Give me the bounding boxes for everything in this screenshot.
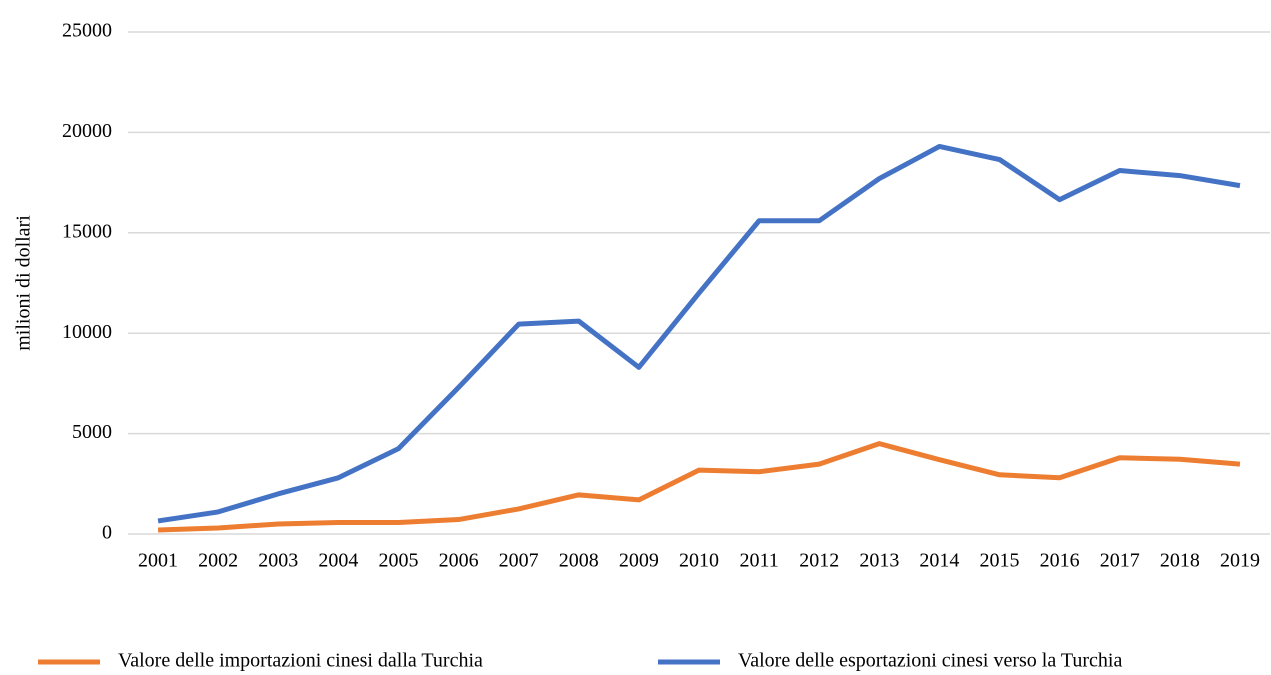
x-tick-label: 2018 xyxy=(1160,550,1200,572)
x-tick-label: 2006 xyxy=(439,550,479,572)
x-tick-label: 2013 xyxy=(859,550,899,572)
x-tick-label: 2003 xyxy=(258,550,298,572)
series-line xyxy=(157,143,1241,524)
x-tick-label: 2007 xyxy=(499,550,539,572)
legend-label: Valore delle esportazioni cinesi verso l… xyxy=(738,650,1122,672)
x-tick-label: 2014 xyxy=(919,550,959,572)
x-tick-label: 2008 xyxy=(559,550,599,572)
x-tick-label: 2002 xyxy=(198,550,238,572)
y-tick-label: 5000 xyxy=(72,421,112,443)
x-tick-label: 2010 xyxy=(679,550,719,572)
y-tick-label: 0 xyxy=(102,522,112,544)
x-tick-label: 2004 xyxy=(318,550,358,572)
y-tick-label: 15000 xyxy=(62,220,112,242)
x-tick-label: 2019 xyxy=(1220,550,1260,572)
x-tick-label: 2011 xyxy=(739,550,778,572)
y-axis-label: milioni di dollari xyxy=(13,215,35,351)
x-tick-label: 2005 xyxy=(378,550,418,572)
series-line xyxy=(157,441,1241,533)
x-tick-label: 2017 xyxy=(1100,550,1140,572)
y-tick-label: 20000 xyxy=(62,120,112,142)
x-tick-label: 2015 xyxy=(980,550,1020,572)
y-tick-label: 10000 xyxy=(62,321,112,343)
x-tick-label: 2009 xyxy=(619,550,659,572)
x-tick-label: 2001 xyxy=(138,550,178,572)
x-tick-label: 2016 xyxy=(1040,550,1080,572)
y-tick-label: 25000 xyxy=(62,20,112,42)
x-tick-label: 2012 xyxy=(799,550,839,572)
legend-label: Valore delle importazioni cinesi dalla T… xyxy=(118,650,483,672)
